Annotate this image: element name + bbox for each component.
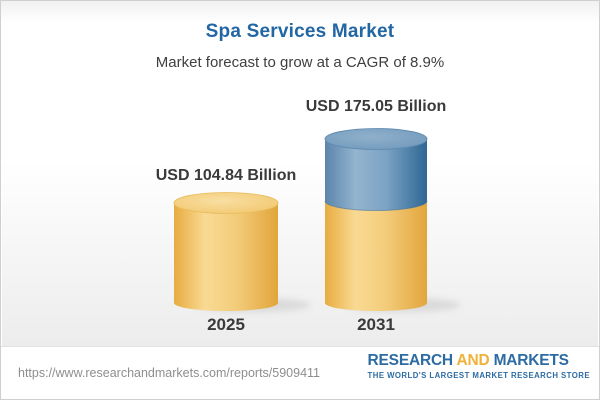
logo-word-research: RESEARCH: [367, 352, 454, 369]
bar-2031-value-label: USD 175.05 Billion: [305, 98, 447, 115]
footer-bar: https://www.researchandmarkets.com/repor…: [1, 346, 599, 399]
bar-2025-value-label: USD 104.84 Billion: [155, 167, 297, 184]
chart-title: Spa Services Market: [205, 21, 395, 42]
chart-subtitle: Market forecast to grow at a CAGR of 8.9…: [155, 54, 445, 71]
bar-2031-year-label: 2031: [357, 315, 395, 334]
bar-2025-year-label: 2025: [207, 315, 245, 334]
logo-word-and: AND: [456, 352, 490, 369]
bar-2025-cylinder: [173, 192, 279, 311]
logo-tagline: THE WORLD'S LARGEST MARKET RESEARCH STOR…: [367, 370, 590, 380]
logo-wordmark: RESEARCH AND MARKETS: [368, 353, 590, 369]
bar-2031-cylinder: [324, 128, 428, 311]
research-and-markets-logo: RESEARCH AND MARKETS THE WORLD'S LARGEST…: [368, 353, 590, 379]
logo-word-markets: MARKETS: [493, 352, 569, 369]
report-url-link[interactable]: https://www.researchandmarkets.com/repor…: [18, 366, 320, 380]
